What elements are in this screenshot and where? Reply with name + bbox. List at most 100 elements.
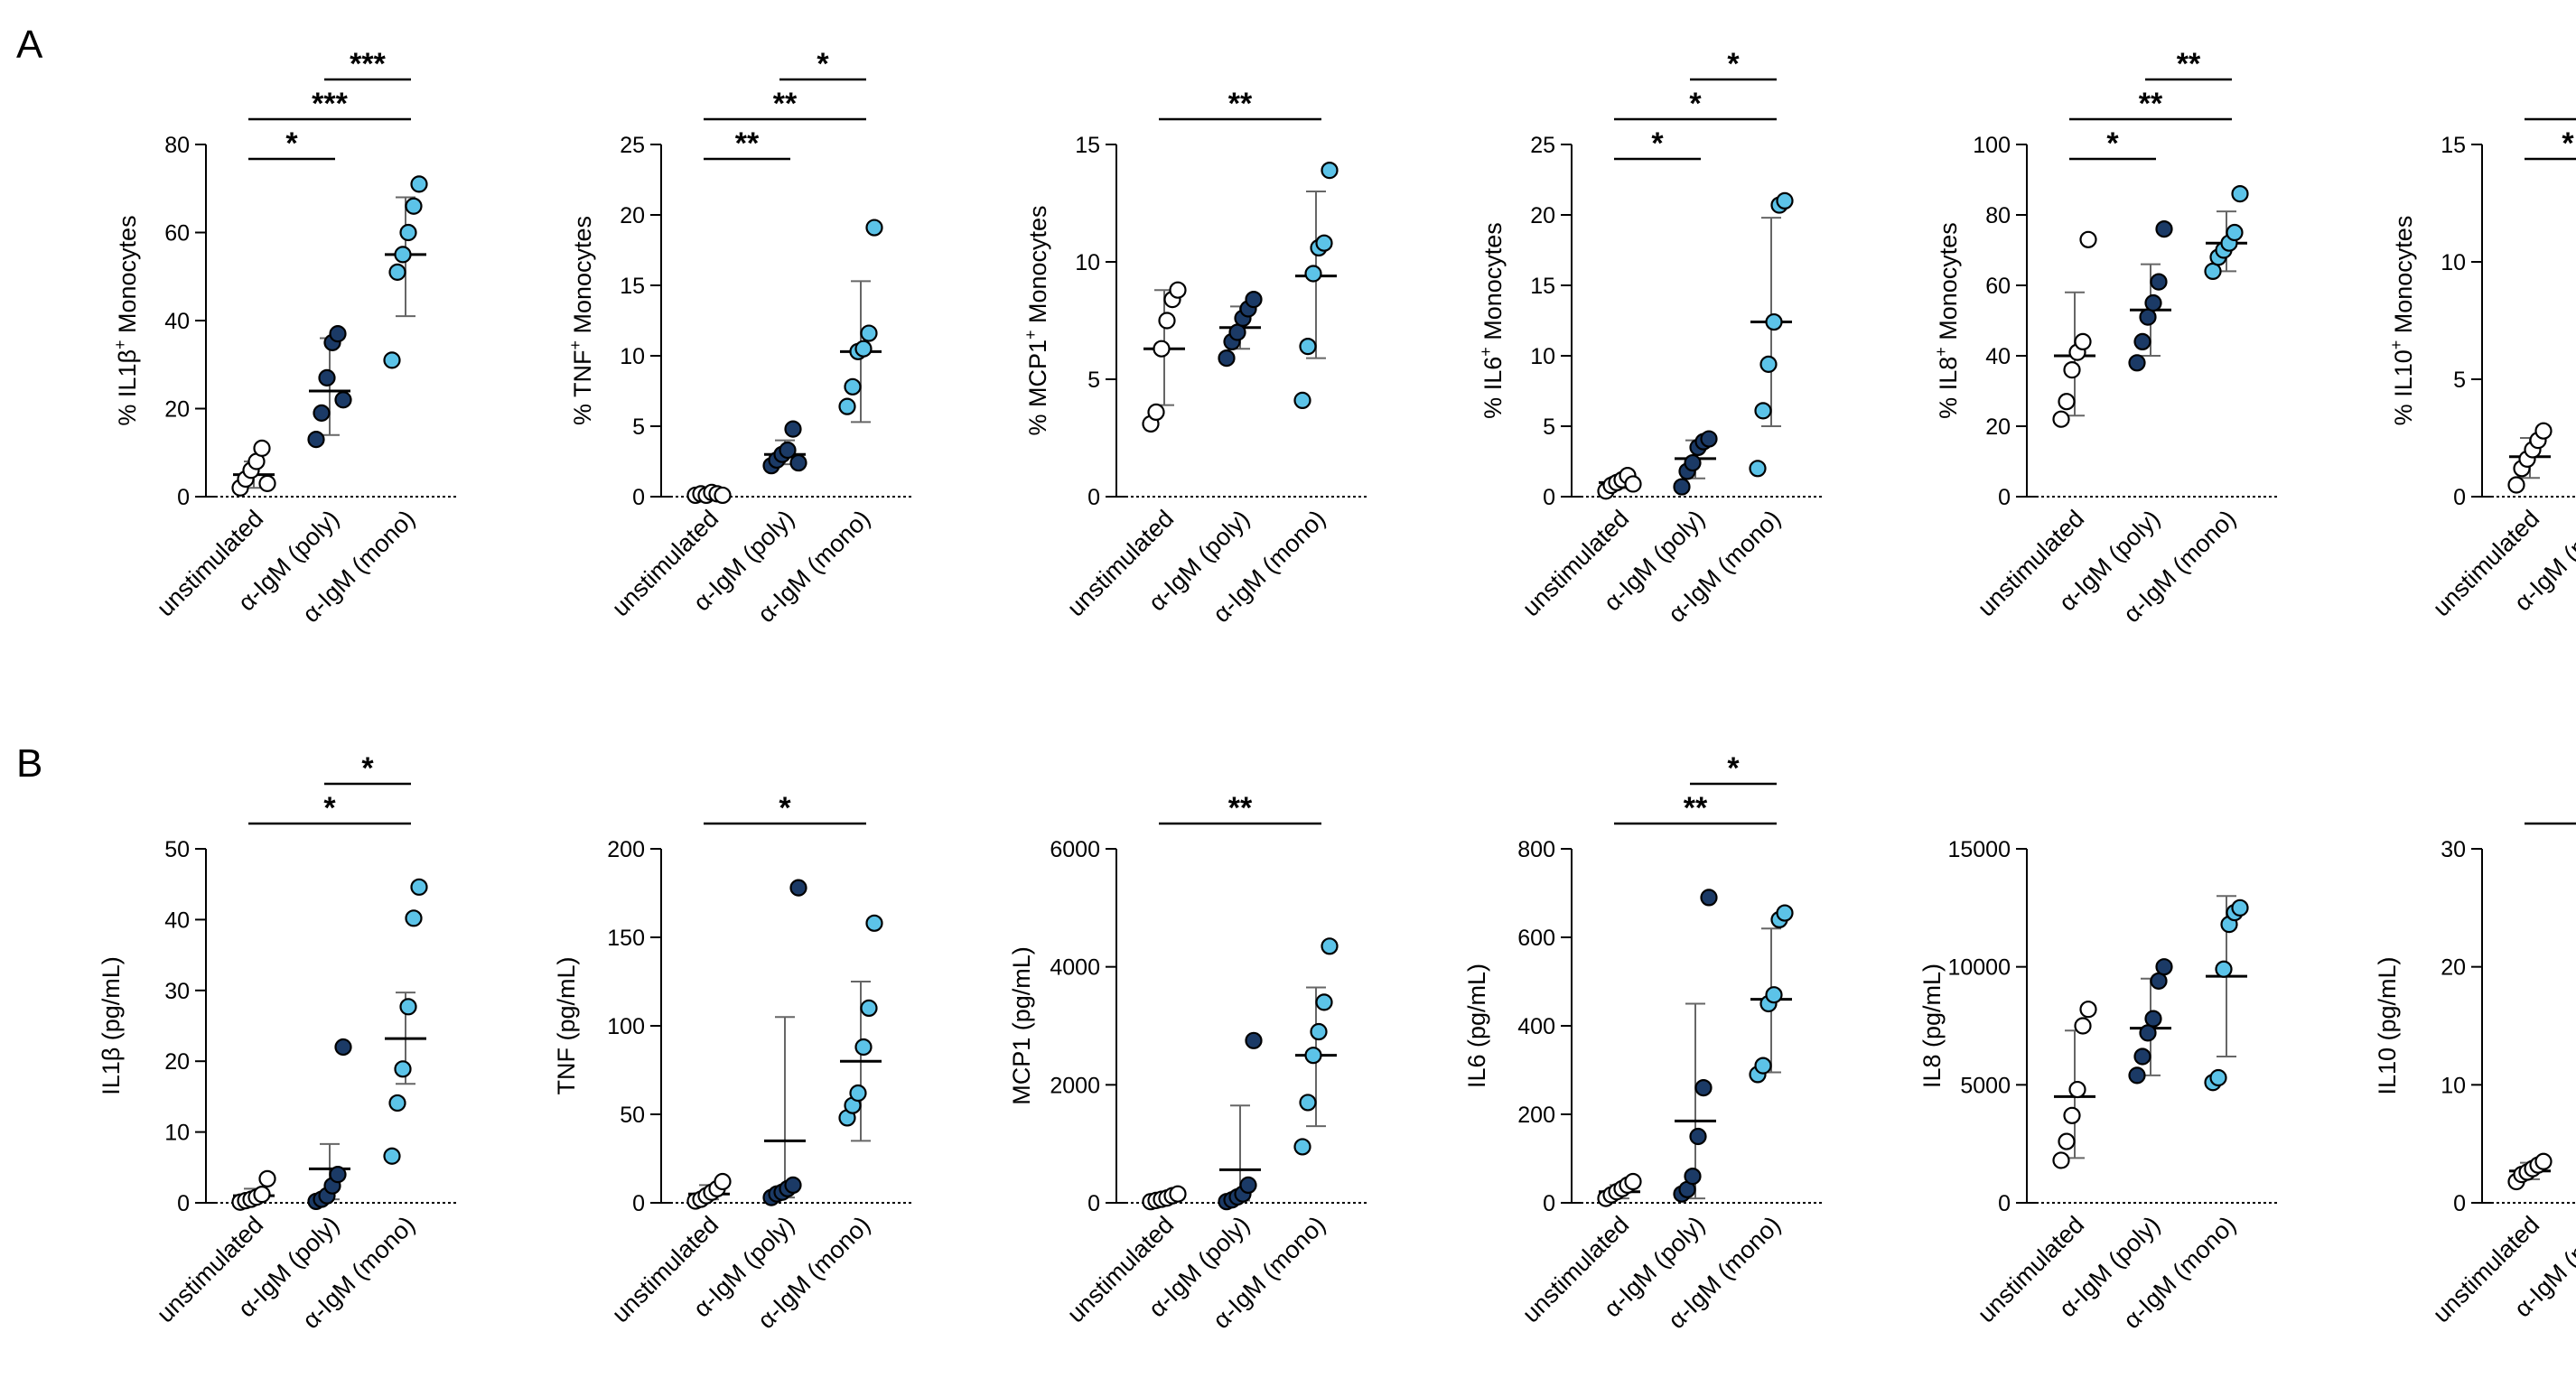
data-point bbox=[334, 391, 352, 409]
y-tick-label: 0 bbox=[1998, 485, 2011, 510]
y-tick-label: 150 bbox=[607, 926, 645, 951]
y-tick-label: 20 bbox=[164, 1049, 190, 1075]
y-axis-title: % IL1β+ Monocytes bbox=[111, 215, 141, 425]
data-point bbox=[2534, 1152, 2553, 1170]
data-point bbox=[1315, 993, 1333, 1011]
y-tick-label: 10 bbox=[164, 1121, 190, 1146]
data-point bbox=[1158, 312, 1176, 330]
data-point bbox=[2144, 293, 2162, 312]
data-point bbox=[854, 340, 873, 358]
data-point bbox=[1684, 453, 1702, 472]
data-point bbox=[258, 474, 276, 492]
y-tick-label: 15000 bbox=[1947, 837, 2011, 862]
y-tick-label: 0 bbox=[632, 1191, 645, 1216]
data-point bbox=[865, 219, 883, 237]
data-point bbox=[2155, 220, 2173, 238]
data-point bbox=[1749, 460, 1767, 478]
panel-label-a: A bbox=[16, 23, 43, 67]
data-point bbox=[329, 1166, 347, 1184]
y-tick-label: 0 bbox=[1087, 485, 1100, 510]
data-point bbox=[1304, 265, 1322, 283]
data-point bbox=[2226, 223, 2244, 242]
data-point bbox=[2204, 262, 2222, 280]
data-point bbox=[1776, 191, 1794, 209]
data-point bbox=[1239, 1176, 1257, 1195]
data-point bbox=[1321, 937, 1339, 955]
data-point bbox=[2068, 1080, 2086, 1099]
y-tick-label: 40 bbox=[1985, 344, 2011, 369]
data-point bbox=[2133, 332, 2151, 350]
data-point bbox=[405, 909, 423, 927]
data-point bbox=[307, 431, 325, 449]
y-tick-label: 0 bbox=[1998, 1191, 2011, 1216]
data-point bbox=[1754, 1057, 1772, 1075]
data-point bbox=[1700, 430, 1718, 448]
y-tick-label: 10 bbox=[620, 344, 645, 369]
y-tick-label: 50 bbox=[164, 837, 190, 862]
data-point bbox=[388, 1094, 406, 1113]
y-axis-title: % IL6+ Monocytes bbox=[1477, 222, 1507, 419]
data-point bbox=[714, 486, 732, 505]
y-tick-label: 30 bbox=[2441, 837, 2466, 862]
data-point bbox=[1310, 1022, 1328, 1041]
y-axis-title: % IL10+ Monocytes bbox=[2387, 216, 2417, 426]
data-point bbox=[1169, 1185, 1187, 1203]
y-tick-label: 50 bbox=[620, 1103, 645, 1128]
data-point bbox=[865, 914, 883, 932]
data-point bbox=[784, 420, 802, 438]
data-point bbox=[1689, 1127, 1707, 1146]
data-point bbox=[2063, 361, 2081, 379]
data-point bbox=[394, 1060, 412, 1078]
y-tick-label: 10 bbox=[2441, 1073, 2466, 1098]
significance-label: ** bbox=[2177, 47, 2201, 81]
data-point bbox=[410, 175, 428, 193]
data-point bbox=[849, 1084, 867, 1103]
data-point bbox=[313, 404, 331, 422]
data-point bbox=[1304, 1047, 1322, 1065]
y-tick-label: 200 bbox=[607, 837, 645, 862]
y-axis-title: % MCP1+ Monocytes bbox=[1022, 205, 1051, 435]
data-point bbox=[2074, 332, 2092, 350]
significance-label: * bbox=[1651, 126, 1664, 161]
data-point bbox=[1321, 162, 1339, 180]
data-point bbox=[2052, 1151, 2070, 1169]
data-point bbox=[714, 1172, 732, 1191]
data-point bbox=[1700, 889, 1718, 907]
y-tick-label: 40 bbox=[164, 309, 190, 334]
y-tick-label: 5 bbox=[2453, 368, 2466, 393]
data-point bbox=[1765, 312, 1783, 331]
data-point bbox=[383, 351, 401, 369]
data-point bbox=[844, 377, 862, 396]
data-point bbox=[1169, 281, 1187, 299]
data-point bbox=[1624, 1172, 1642, 1191]
data-point bbox=[2534, 422, 2553, 440]
y-axis-title: MCP1 (pg/mL) bbox=[1008, 946, 1035, 1105]
data-point bbox=[1776, 904, 1794, 922]
significance-label: ** bbox=[2139, 87, 2163, 121]
data-point bbox=[1673, 478, 1691, 496]
data-point bbox=[1765, 986, 1783, 1004]
data-point bbox=[2150, 972, 2168, 990]
panel-label-b: B bbox=[16, 741, 42, 786]
data-point bbox=[1293, 391, 1311, 409]
y-tick-label: 5 bbox=[1543, 414, 1555, 440]
data-point bbox=[779, 441, 797, 460]
data-point bbox=[399, 223, 417, 242]
data-point bbox=[2074, 1017, 2092, 1035]
data-point bbox=[1759, 355, 1778, 373]
data-point bbox=[860, 999, 878, 1018]
significance-label: ** bbox=[773, 87, 798, 121]
significance-label: * bbox=[361, 751, 374, 786]
y-tick-label: 0 bbox=[632, 485, 645, 510]
significance-label: ** bbox=[1228, 87, 1253, 121]
significance-label: *** bbox=[312, 87, 348, 121]
y-tick-label: 0 bbox=[1543, 1191, 1555, 1216]
y-tick-label: 0 bbox=[1087, 1191, 1100, 1216]
